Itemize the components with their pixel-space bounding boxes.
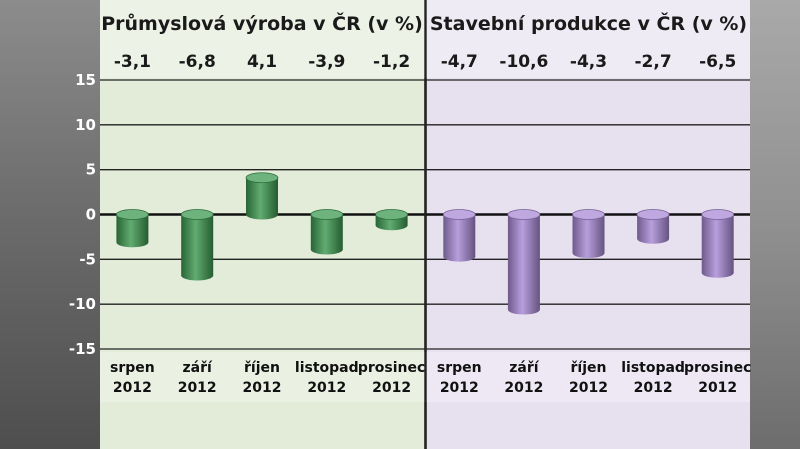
bar <box>701 214 734 273</box>
value-label: -6,5 <box>699 52 736 72</box>
y-tick-label: -15 <box>69 340 96 358</box>
bar <box>507 214 540 310</box>
bar-bottom-cap <box>181 270 214 281</box>
bar-bottom-cap <box>375 220 408 231</box>
category-label-year: 2012 <box>698 380 737 396</box>
category-label-month: říjen <box>571 360 607 376</box>
bar-bottom-cap <box>637 233 670 244</box>
bar <box>572 214 605 254</box>
y-tick-label: 5 <box>86 161 96 179</box>
y-tick-label: 10 <box>75 116 96 134</box>
category-label-year: 2012 <box>634 380 673 396</box>
value-label: -4,7 <box>441 52 478 72</box>
bar-bottom-cap <box>443 251 476 262</box>
value-label: -10,6 <box>499 52 548 72</box>
value-label: 4,1 <box>247 52 277 72</box>
value-label: -3,9 <box>308 52 345 72</box>
bar-top-cap <box>442 209 476 220</box>
value-label: -1,2 <box>373 52 410 72</box>
bar-bottom-cap <box>246 209 278 220</box>
bar <box>181 214 214 276</box>
bar-top-cap <box>572 209 605 220</box>
bar <box>310 214 343 250</box>
category-label-year: 2012 <box>113 380 152 396</box>
category-label-month: prosinec <box>684 360 751 376</box>
bar-bottom-cap <box>310 244 343 255</box>
value-label: -2,7 <box>635 52 672 72</box>
bar-top-cap <box>701 209 735 220</box>
bar <box>246 177 278 215</box>
category-label-month: říjen <box>244 360 280 376</box>
category-label-year: 2012 <box>440 380 479 396</box>
category-label-month: listopad <box>295 360 359 376</box>
y-tick-label: -10 <box>69 295 96 313</box>
category-label-year: 2012 <box>504 380 543 396</box>
category-label-year: 2012 <box>178 380 217 396</box>
category-label-month: listopad <box>621 360 685 376</box>
panel-title: Stavební produkce v ČR (v %) <box>430 11 747 35</box>
bar-top-cap <box>115 209 149 220</box>
value-label: -3,1 <box>114 52 151 72</box>
panel-background-industry <box>100 0 424 449</box>
background-left <box>0 0 100 449</box>
category-label-month: září <box>183 360 214 376</box>
bar-top-cap <box>375 209 409 220</box>
value-label: -6,8 <box>179 52 216 72</box>
bar-top-cap <box>507 209 541 220</box>
bar-top-cap <box>245 172 279 184</box>
bar-bottom-cap <box>701 267 734 278</box>
category-label-year: 2012 <box>569 380 608 396</box>
background-right <box>750 0 800 449</box>
bar-top-cap <box>180 209 214 220</box>
category-label-month: prosinec <box>358 360 425 376</box>
category-label-month: srpen <box>110 360 155 376</box>
category-label-year: 2012 <box>307 380 346 396</box>
y-tick-label: 0 <box>86 206 96 224</box>
value-label: -4,3 <box>570 52 607 72</box>
category-label-year: 2012 <box>243 380 282 396</box>
y-tick-label: -5 <box>79 250 96 268</box>
category-label-month: srpen <box>437 360 482 376</box>
bar <box>443 214 476 257</box>
y-tick-label: 15 <box>75 71 96 89</box>
bar-top-cap <box>310 209 344 220</box>
category-label-year: 2012 <box>372 380 411 396</box>
bar-bottom-cap <box>572 248 605 259</box>
bar-bottom-cap <box>116 237 149 248</box>
bar-top-cap <box>636 209 670 220</box>
category-label-month: září <box>509 360 540 376</box>
bar-bottom-cap <box>507 304 540 315</box>
panel-title: Průmyslová výroba v ČR (v %) <box>101 11 423 35</box>
